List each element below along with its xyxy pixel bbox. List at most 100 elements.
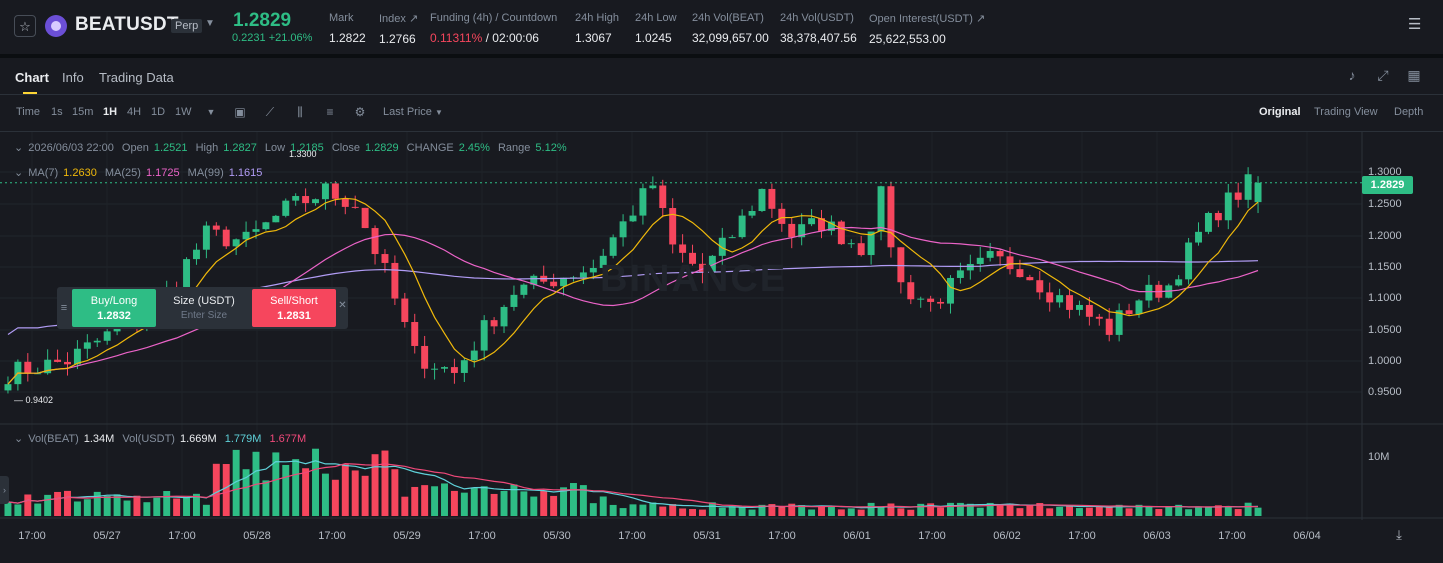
volume-bar <box>897 508 905 516</box>
candle-type-icon[interactable]: ⫼ <box>297 105 303 119</box>
stat-24h-vol-usdt: 24h Vol(USDT) 38,378,407.56 <box>780 12 857 45</box>
x-axis-label: 05/29 <box>393 530 421 542</box>
legend-ma99-label: MA(99) <box>187 167 224 179</box>
candle <box>738 215 746 238</box>
volume-bar <box>143 502 151 516</box>
volume-bar <box>1066 505 1074 516</box>
stat-index[interactable]: Index ↗ 1.2766 <box>379 12 418 46</box>
calendar-icon[interactable]: ▣ <box>234 105 246 119</box>
legend-open: 1.2521 <box>153 142 188 154</box>
stat-label: 24h Low <box>635 12 677 24</box>
candle <box>450 367 458 373</box>
candle <box>1254 182 1262 203</box>
volume-bar <box>609 504 617 516</box>
side-panel-toggle-icon[interactable]: › <box>0 476 9 504</box>
favorite-star-icon[interactable]: ☆ <box>14 15 36 37</box>
y-axis-label: 1.3000 <box>1368 166 1402 178</box>
volume-bar <box>530 496 538 516</box>
candle <box>192 249 200 260</box>
candle <box>1135 300 1143 315</box>
candle <box>510 294 518 307</box>
price-type-select[interactable]: Last Price ▼ <box>383 106 443 118</box>
interval-1w[interactable]: 1W <box>175 106 192 118</box>
chart-grid <box>0 132 1443 520</box>
size-input[interactable] <box>164 310 244 321</box>
collapse-caret-icon[interactable]: ⌄ <box>14 142 24 154</box>
symbol-name[interactable]: BEATUSDT <box>75 14 179 35</box>
expand-icon[interactable]: ⤢ <box>1377 67 1389 83</box>
more-intervals-icon[interactable]: ▼ <box>206 107 216 117</box>
legend-close-label: Close <box>331 142 360 154</box>
volume-bar <box>570 483 577 516</box>
candle <box>808 218 816 225</box>
interval-1s[interactable]: 1s <box>51 106 63 118</box>
volume-bar <box>490 493 498 516</box>
volume-bar <box>1155 509 1163 516</box>
volume-bar <box>24 494 32 516</box>
x-axis-label: 17:00 <box>168 530 196 542</box>
bell-icon[interactable]: ♪ <box>1348 67 1356 83</box>
candle <box>282 200 290 216</box>
view-trading-view[interactable]: Trading View <box>1314 106 1378 118</box>
candlestick-chart[interactable] <box>0 132 1443 520</box>
interval-4h[interactable]: 4H <box>127 106 142 118</box>
volume-bar <box>520 491 528 516</box>
interval-1h[interactable]: 1H <box>103 106 118 118</box>
close-icon[interactable]: ✕ <box>338 300 347 311</box>
view-depth[interactable]: Depth <box>1394 106 1424 118</box>
tab-chart[interactable]: Chart <box>15 70 49 85</box>
volume-bar <box>679 508 687 516</box>
candle <box>431 368 439 370</box>
tab-trading-data[interactable]: Trading Data <box>99 70 174 85</box>
candle <box>937 301 945 304</box>
candle <box>728 237 736 239</box>
volume-bar <box>986 502 994 516</box>
candle <box>183 259 191 288</box>
stat-open-interest[interactable]: Open Interest(USDT) ↗ 25,622,553.00 <box>869 12 985 46</box>
indicators-icon[interactable]: ≡ <box>326 105 334 119</box>
settings-gear-icon[interactable]: ⚙ <box>354 105 366 119</box>
drag-handle-icon[interactable]: ≡ <box>60 302 68 314</box>
candle <box>93 340 101 343</box>
volume-bar <box>232 449 240 516</box>
fit-screen-icon[interactable]: ⤓ <box>1396 527 1402 542</box>
candle <box>351 206 359 208</box>
collapse-caret-icon[interactable]: ⌄ <box>14 167 24 179</box>
interval-time[interactable]: Time <box>16 106 41 118</box>
more-menu-icon[interactable]: ☰ <box>1408 16 1422 33</box>
sell-short-button[interactable]: Sell/Short 1.2831 <box>252 289 336 327</box>
interval-15m[interactable]: 15m <box>72 106 94 118</box>
stat-value: 25,622,553.00 <box>869 32 946 46</box>
low-marker: — 0.9402 <box>14 395 54 405</box>
legend-vol-ma2: 1.677M <box>269 433 307 445</box>
volume-bar <box>788 503 796 516</box>
x-axis-label: 05/27 <box>93 530 121 542</box>
collapse-caret-icon[interactable]: ⌄ <box>14 433 24 445</box>
volume-bar <box>1214 505 1222 516</box>
interval-1d[interactable]: 1D <box>151 106 166 118</box>
view-original[interactable]: Original <box>1259 106 1301 118</box>
buy-long-button[interactable]: Buy/Long 1.2832 <box>72 289 156 327</box>
volume-bar <box>351 470 359 516</box>
size-label: Size (USDT) <box>173 295 235 307</box>
candle <box>708 255 716 273</box>
candle <box>1125 310 1133 315</box>
divider <box>0 131 1443 132</box>
grid-layout-icon[interactable]: ▦ <box>1407 67 1421 83</box>
coin-logo <box>45 15 67 37</box>
candle <box>827 221 835 231</box>
symbol-dropdown-icon[interactable]: ▼ <box>205 18 215 29</box>
x-axis-label: 17:00 <box>18 530 46 542</box>
volume-bar <box>589 503 597 516</box>
candle <box>302 196 310 204</box>
candle <box>54 359 62 362</box>
volume-bar <box>1075 508 1083 516</box>
volume-bar <box>778 506 786 516</box>
candle <box>986 251 994 258</box>
volume-bar <box>4 501 12 516</box>
volume-bar <box>212 463 220 516</box>
x-axis-label: 17:00 <box>618 530 646 542</box>
line-chart-icon[interactable]: ⟋ <box>265 105 275 119</box>
tab-info[interactable]: Info <box>62 70 84 85</box>
candle <box>1105 318 1113 335</box>
